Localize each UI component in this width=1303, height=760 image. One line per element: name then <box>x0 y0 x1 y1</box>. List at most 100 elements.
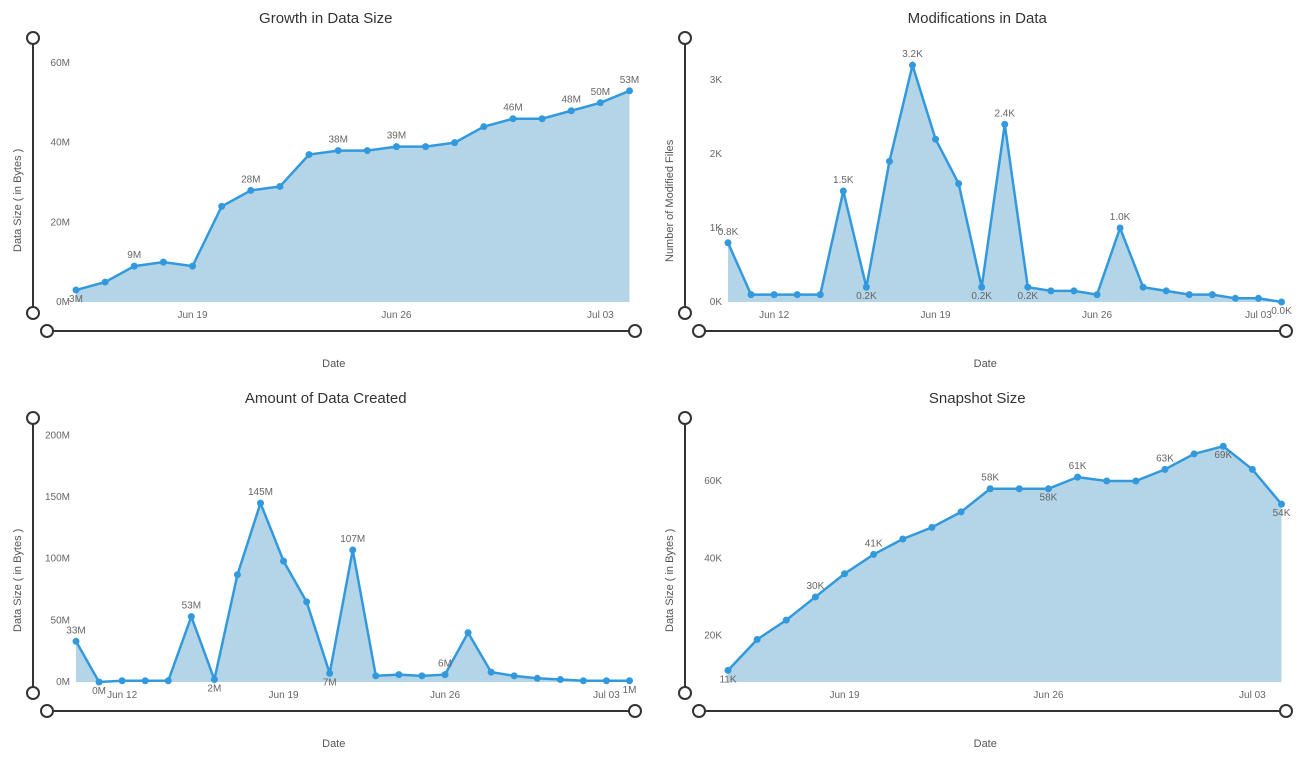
x-axis-label: Date <box>26 738 642 750</box>
svg-text:1.0K: 1.0K <box>1109 212 1130 223</box>
svg-text:20M: 20M <box>51 217 70 228</box>
svg-text:Jun 19: Jun 19 <box>269 690 299 700</box>
y-axis-label: Number of Modified Files <box>662 31 678 370</box>
svg-text:Jul 03: Jul 03 <box>1245 310 1272 320</box>
svg-text:41K: 41K <box>864 538 882 549</box>
svg-text:3K: 3K <box>709 75 722 86</box>
svg-text:3.2K: 3.2K <box>902 49 923 60</box>
svg-text:0K: 0K <box>709 297 722 308</box>
plot-area[interactable]: 20K 40K 60K 11K 30K 41K 58K 58K 61K 63K 69K 54K Jun … <box>678 411 1294 700</box>
x-range-slider[interactable] <box>692 704 1294 718</box>
svg-text:63K: 63K <box>1156 453 1174 464</box>
slider-handle-right[interactable] <box>628 704 642 718</box>
svg-text:9M: 9M <box>127 250 141 261</box>
svg-text:0.2K: 0.2K <box>971 291 992 302</box>
slider-track <box>699 330 1287 332</box>
svg-text:61K: 61K <box>1068 461 1086 472</box>
x-range-slider[interactable] <box>40 324 642 338</box>
y-axis-label: Data Size ( in Bytes ) <box>10 411 26 750</box>
x-axis-label: Date <box>678 358 1294 370</box>
svg-text:Jun 26: Jun 26 <box>1081 310 1111 320</box>
svg-text:54K: 54K <box>1272 508 1290 519</box>
svg-text:2M: 2M <box>207 684 221 695</box>
svg-text:0.0K: 0.0K <box>1271 306 1292 317</box>
svg-text:0.2K: 0.2K <box>1017 291 1038 302</box>
svg-text:145M: 145M <box>248 487 273 498</box>
svg-text:11K: 11K <box>719 674 736 685</box>
svg-text:2K: 2K <box>709 149 722 160</box>
slider-handle-right[interactable] <box>628 324 642 338</box>
svg-text:Jun 26: Jun 26 <box>430 690 460 700</box>
svg-text:20K: 20K <box>704 631 722 642</box>
svg-text:0.2K: 0.2K <box>856 291 877 302</box>
svg-text:6M: 6M <box>438 659 452 670</box>
svg-text:38M: 38M <box>328 135 347 146</box>
slider-track <box>47 330 635 332</box>
slider-handle-left[interactable] <box>692 704 706 718</box>
svg-text:Jul 03: Jul 03 <box>587 310 614 320</box>
chart-title: Growth in Data Size <box>10 10 642 27</box>
svg-text:Jun 12: Jun 12 <box>107 690 137 700</box>
svg-text:1M: 1M <box>623 685 637 696</box>
chart-title: Snapshot Size <box>662 390 1294 407</box>
svg-text:53M: 53M <box>182 601 201 612</box>
svg-text:Jun 26: Jun 26 <box>1033 690 1063 700</box>
svg-text:107M: 107M <box>340 534 365 545</box>
y-axis-label: Data Size ( in Bytes ) <box>662 411 678 750</box>
svg-text:Jul 03: Jul 03 <box>593 690 620 700</box>
svg-text:58K: 58K <box>1039 493 1057 504</box>
svg-text:Jul 03: Jul 03 <box>1239 690 1266 700</box>
svg-text:40M: 40M <box>51 138 70 149</box>
chart-growth-data-size: Growth in Data Size Data Size ( in Bytes… <box>10 10 642 370</box>
slider-handle-right[interactable] <box>1279 704 1293 718</box>
y-axis-label: Data Size ( in Bytes ) <box>10 31 26 370</box>
chart-svg: 0M20M40M60M3M9M28M38M39M46M48M50M53MJun … <box>26 31 642 320</box>
x-axis-label: Date <box>26 358 642 370</box>
chart-title: Modifications in Data <box>662 10 1294 27</box>
svg-text:Jun 19: Jun 19 <box>178 310 208 320</box>
x-range-slider[interactable] <box>40 704 642 718</box>
slider-track <box>47 710 635 712</box>
svg-text:58K: 58K <box>981 473 999 484</box>
plot-area[interactable]: 0K1K2K3K0.8K1.5K0.2K3.2K0.2K2.4K0.2K1.0K… <box>678 31 1294 320</box>
slider-track <box>699 710 1287 712</box>
svg-text:Jun 26: Jun 26 <box>381 310 411 320</box>
svg-text:39M: 39M <box>387 131 406 142</box>
svg-text:50M: 50M <box>591 87 610 98</box>
chart-title: Amount of Data Created <box>10 390 642 407</box>
svg-text:30K: 30K <box>806 581 824 592</box>
svg-text:46M: 46M <box>503 103 522 114</box>
svg-text:28M: 28M <box>241 174 260 185</box>
svg-text:0.8K: 0.8K <box>717 227 738 238</box>
slider-handle-left[interactable] <box>40 704 54 718</box>
svg-text:40K: 40K <box>704 553 722 564</box>
chart-svg: 20K 40K 60K 11K 30K 41K 58K 58K 61K 63K 69K 54K Jun … <box>678 411 1294 700</box>
svg-text:3M: 3M <box>69 294 83 305</box>
slider-handle-left[interactable] <box>692 324 706 338</box>
svg-text:60K: 60K <box>704 476 722 487</box>
chart-modifications: Modifications in Data Number of Modified… <box>662 10 1294 370</box>
svg-text:33M: 33M <box>66 625 85 636</box>
chart-svg: 0K1K2K3K0.8K1.5K0.2K3.2K0.2K2.4K0.2K1.0K… <box>678 31 1294 320</box>
svg-text:48M: 48M <box>562 95 581 106</box>
svg-text:53M: 53M <box>620 75 639 86</box>
svg-text:Jun 19: Jun 19 <box>920 310 950 320</box>
svg-text:Jun 19: Jun 19 <box>829 690 859 700</box>
svg-text:2.4K: 2.4K <box>994 108 1015 119</box>
x-range-slider[interactable] <box>692 324 1294 338</box>
plot-area[interactable]: 0M20M40M60M3M9M28M38M39M46M48M50M53MJun … <box>26 31 642 320</box>
svg-text:100M: 100M <box>45 554 70 565</box>
chart-snapshot-size: Snapshot Size Data Size ( in Bytes ) 20K… <box>662 390 1294 750</box>
plot-area[interactable]: 0M50M100M150M200M33M0M53M2M145M7M107M6M1… <box>26 411 642 700</box>
slider-handle-right[interactable] <box>1279 324 1293 338</box>
dashboard-grid: Growth in Data Size Data Size ( in Bytes… <box>10 10 1293 750</box>
chart-data-created: Amount of Data Created Data Size ( in By… <box>10 390 642 750</box>
svg-text:0M: 0M <box>92 686 106 697</box>
svg-text:69K: 69K <box>1214 450 1232 461</box>
svg-text:0M: 0M <box>56 677 70 688</box>
slider-handle-left[interactable] <box>40 324 54 338</box>
svg-text:7M: 7M <box>323 677 337 688</box>
svg-text:200M: 200M <box>45 430 70 441</box>
chart-svg: 0M50M100M150M200M33M0M53M2M145M7M107M6M1… <box>26 411 642 700</box>
svg-text:1.5K: 1.5K <box>833 175 854 186</box>
